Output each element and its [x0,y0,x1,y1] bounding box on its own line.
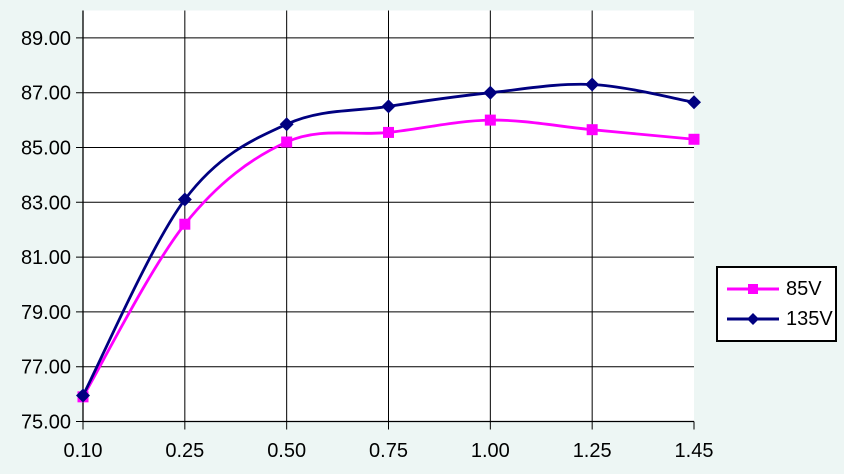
x-axis-tick-label: 1.45 [675,440,714,462]
y-axis-tick-label: 77.00 [21,357,71,379]
legend-item-135V: 135V [725,308,835,330]
x-axis-tick-label: 1.00 [471,440,510,462]
chart-legend: 85V 135V [716,266,837,342]
y-axis-tick-label: 75.00 [21,412,71,434]
diamond-marker [483,85,498,100]
y-axis-tick-label: 83.00 [21,192,71,214]
square-marker [179,218,191,230]
square-marker [748,284,758,294]
diamond-marker [747,313,759,325]
legend-item-85V: 85V [725,278,835,300]
square-marker [281,136,293,148]
y-axis-tick-label: 85.00 [21,138,71,160]
diamond-marker [279,117,294,132]
diamond-marker [177,192,192,207]
square-marker [383,126,394,138]
legend-key-square-icon [727,284,779,294]
x-axis-tick-label: 1.25 [573,440,612,462]
y-axis-tick-label: 79.00 [21,302,71,324]
diamond-marker [381,99,396,114]
square-marker [586,124,598,136]
square-marker [484,114,496,126]
y-axis-tick-label: 81.00 [21,247,71,269]
legend-label: 85V [786,278,822,300]
x-axis-tick-label: 0.50 [267,440,306,462]
diamond-marker [76,388,90,403]
x-axis-tick-label: 0.10 [64,440,103,462]
x-axis-tick-label: 0.25 [165,440,204,462]
diamond-marker [687,95,701,110]
legend-key-diamond-icon [727,313,779,325]
square-marker [688,133,700,145]
diamond-marker [585,77,600,92]
legend-label: 135V [786,308,833,330]
x-axis-tick-label: 0.75 [369,440,408,462]
y-axis-tick-label: 89.00 [21,28,71,50]
y-axis-tick-label: 87.00 [21,83,71,105]
